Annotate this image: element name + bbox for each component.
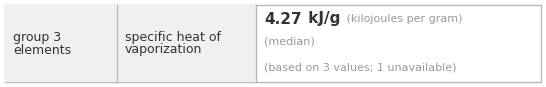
Text: specific heat of: specific heat of xyxy=(125,31,221,44)
Text: vaporization: vaporization xyxy=(125,44,203,56)
Text: 4.27: 4.27 xyxy=(264,11,302,27)
Text: kJ/g: kJ/g xyxy=(303,11,340,27)
Text: group 3: group 3 xyxy=(13,31,61,44)
Bar xyxy=(5,5,541,82)
Text: elements: elements xyxy=(13,44,71,56)
Text: (based on 3 values; 1 unavailable): (based on 3 values; 1 unavailable) xyxy=(264,63,456,73)
Bar xyxy=(5,5,117,82)
Bar xyxy=(117,5,256,82)
Text: (median): (median) xyxy=(264,37,315,46)
Text: (kilojoules per gram): (kilojoules per gram) xyxy=(343,14,462,24)
